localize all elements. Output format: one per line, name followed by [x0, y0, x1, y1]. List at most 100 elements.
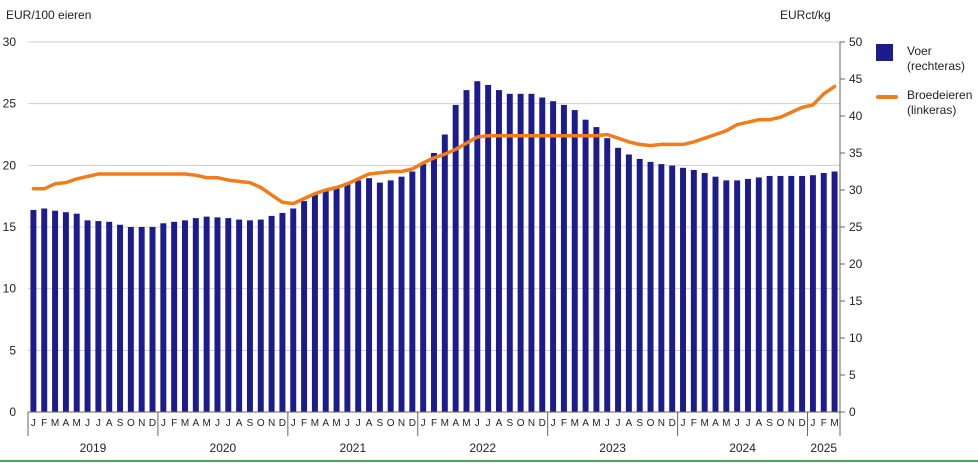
year-label: 2023 [599, 441, 626, 455]
bar [138, 227, 145, 412]
year-label: 2025 [810, 441, 837, 455]
bar [528, 93, 535, 413]
month-tick-label: J [291, 418, 296, 429]
month-tick-label: J [85, 418, 90, 429]
bar [452, 104, 459, 413]
bar [376, 182, 383, 412]
bar [593, 127, 600, 412]
bar [214, 217, 221, 412]
right-tick-label: 35 [849, 146, 863, 160]
month-tick-label: M [830, 418, 838, 429]
month-tick-label: S [636, 418, 643, 429]
month-tick-label: F [171, 418, 177, 429]
bar [149, 227, 156, 412]
month-tick-label: A [192, 418, 199, 429]
bar [355, 180, 362, 412]
bar [755, 177, 762, 412]
bar [506, 93, 513, 413]
bar [680, 167, 686, 412]
month-tick-label: N [658, 418, 665, 429]
month-tick-label: J [551, 418, 556, 429]
month-tick-label: S [506, 418, 513, 429]
right-tick-label: 50 [849, 35, 863, 49]
bar [777, 175, 784, 412]
right-axis-unit: EURct/kg [780, 8, 831, 22]
month-tick-label: J [356, 418, 361, 429]
bar [669, 165, 676, 412]
year-label: 2021 [339, 441, 366, 455]
bar [734, 180, 741, 412]
bar [225, 218, 232, 412]
month-tick-label: A [106, 418, 113, 429]
month-tick-label: J [475, 418, 480, 429]
left-tick-label: 15 [3, 220, 17, 234]
month-tick-label: D [149, 418, 156, 429]
legend-sublabel: (linkeras) [907, 103, 957, 117]
month-tick-label: A [236, 418, 243, 429]
month-tick-label: N [138, 418, 145, 429]
month-tick-label: D [409, 418, 416, 429]
bar [809, 175, 816, 412]
bar [625, 154, 632, 413]
right-tick-label: 40 [849, 109, 863, 123]
legend-swatch-line [876, 95, 898, 99]
bar [106, 221, 113, 412]
month-tick-label: N [268, 418, 275, 429]
month-tick-label: F [821, 418, 827, 429]
month-tick-label: D [279, 418, 286, 429]
month-tick-label: F [691, 418, 697, 429]
bar [171, 221, 178, 412]
line-series-broedeieren [31, 84, 837, 206]
bar [160, 223, 167, 412]
bar [831, 171, 838, 412]
month-tick-label: J [735, 418, 740, 429]
left-tick-label: 5 [9, 343, 16, 357]
bar [744, 178, 751, 412]
month-tick-label: F [41, 418, 47, 429]
left-axis-ticks: 0 5 10 15 20 25 30 [3, 35, 17, 419]
month-tick-label: M [571, 418, 579, 429]
month-tick-label: O [257, 418, 265, 429]
month-tick-label: A [452, 418, 459, 429]
bar [420, 164, 427, 412]
month-tick-label: D [669, 418, 676, 429]
bar [117, 224, 124, 412]
bar [604, 138, 611, 412]
bar [236, 219, 243, 412]
bar [820, 172, 827, 412]
bar [690, 170, 697, 412]
left-tick-label: 30 [3, 35, 17, 49]
bar [73, 213, 80, 412]
legend-label: Broedeieren [907, 88, 973, 102]
bar [387, 180, 394, 412]
bar [127, 227, 134, 412]
right-tick-label: 10 [849, 331, 863, 345]
left-tick-label: 10 [3, 282, 17, 296]
bar [182, 220, 188, 412]
bar [257, 219, 264, 412]
bar [431, 153, 437, 412]
left-tick-label: 25 [3, 97, 17, 111]
bar [203, 216, 210, 412]
bar [301, 201, 308, 412]
bar [95, 221, 102, 412]
month-tick-label: N [528, 418, 535, 429]
bar [246, 220, 253, 412]
bar [701, 172, 708, 412]
bar [366, 178, 373, 412]
bar [398, 176, 405, 412]
month-tick-label: O [387, 418, 395, 429]
year-label: 2024 [729, 441, 756, 455]
bar [723, 180, 730, 412]
bar [41, 208, 48, 412]
month-tick-label: J [215, 418, 220, 429]
right-tick-label: 5 [849, 368, 856, 382]
month-tick-label: S [377, 418, 384, 429]
month-tick-label: A [366, 418, 373, 429]
month-tick-label: J [31, 418, 36, 429]
left-tick-label: 0 [9, 405, 16, 419]
year-label: 2020 [210, 441, 237, 455]
left-axis-unit: EUR/100 eieren [6, 8, 92, 22]
year-label: 2022 [469, 441, 496, 455]
